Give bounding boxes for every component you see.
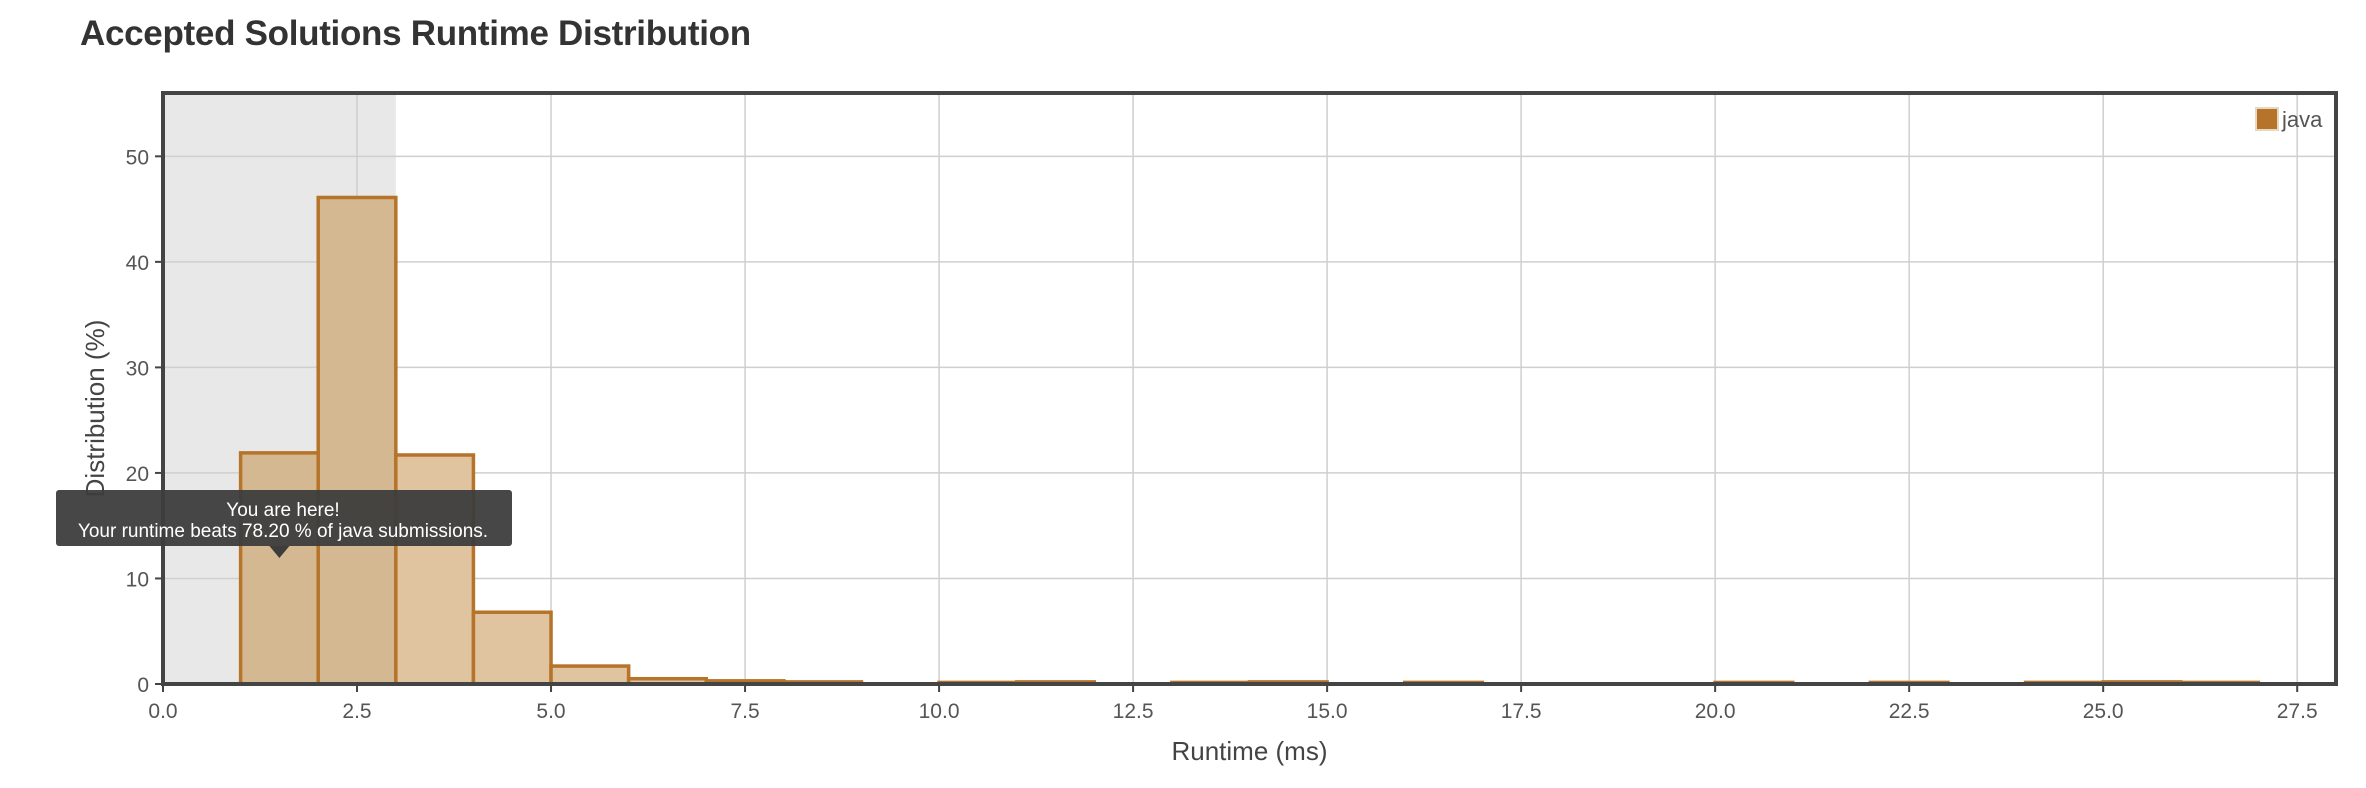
y-tick-label: 10: [126, 568, 149, 591]
y-tick-label: 0: [137, 674, 149, 697]
tooltip-line1: You are here!: [226, 500, 339, 521]
histogram-bar[interactable]: [549, 664, 631, 686]
page-title: Accepted Solutions Runtime Distribution: [80, 14, 751, 53]
x-tick-label: 22.5: [1889, 700, 1930, 723]
x-tick-label: 12.5: [1113, 700, 1154, 723]
legend-swatch-java[interactable]: [2255, 107, 2279, 131]
legend-label-java[interactable]: java: [2281, 107, 2323, 132]
x-tick-label: 7.5: [730, 700, 759, 723]
tooltip-line2: Your runtime beats 78.20 % of java submi…: [78, 521, 488, 542]
y-axis-label: Distribution (%): [80, 320, 110, 498]
x-tick-label: 20.0: [1695, 700, 1736, 723]
x-tick-label: 27.5: [2277, 700, 2318, 723]
legend[interactable]: java: [2255, 107, 2323, 132]
x-tick-label: 0.0: [148, 700, 177, 723]
tooltip-box: [56, 490, 512, 546]
x-tick-label: 10.0: [919, 700, 960, 723]
x-tick-label: 15.0: [1307, 700, 1348, 723]
y-tick-label: 40: [126, 252, 149, 275]
y-tick-label: 30: [126, 357, 149, 380]
histogram-bar[interactable]: [394, 453, 476, 686]
histogram-bar[interactable]: [471, 610, 553, 686]
y-tick-label: 50: [126, 146, 149, 169]
histogram-bar[interactable]: [238, 451, 320, 686]
y-tick-label: 20: [126, 463, 149, 486]
plot-frame: [161, 91, 2338, 686]
tooltip-arrow: [269, 546, 290, 558]
x-tick-label: 2.5: [342, 700, 371, 723]
x-tick-label: 25.0: [2083, 700, 2124, 723]
x-axis-label: Runtime (ms): [1171, 736, 1327, 766]
x-tick-label: 17.5: [1501, 700, 1542, 723]
tooltip: You are here! Your runtime beats 78.20 %…: [56, 490, 512, 558]
histogram-bar[interactable]: [316, 195, 398, 686]
x-tick-label: 5.0: [536, 700, 565, 723]
